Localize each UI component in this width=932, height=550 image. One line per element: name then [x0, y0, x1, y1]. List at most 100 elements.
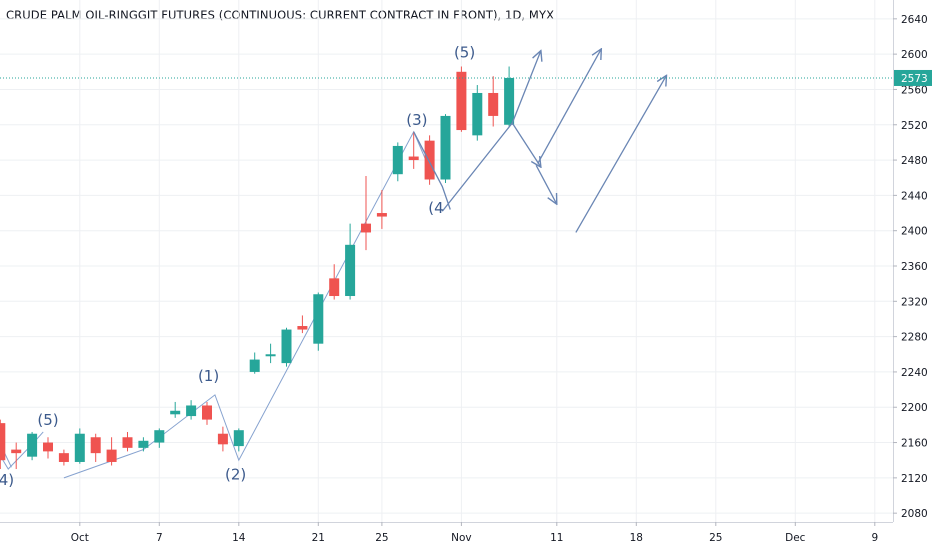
candle-down: [11, 442, 22, 470]
projection-arrow: [441, 51, 541, 212]
candle-body: [233, 430, 244, 447]
candle-up: [345, 223, 356, 300]
candle-body: [297, 326, 308, 330]
candle-body: [154, 430, 165, 443]
candle-body: [106, 449, 117, 462]
time-tick-label: 7: [156, 532, 163, 544]
candle-body: [361, 223, 371, 233]
projection-arrow: [511, 122, 541, 167]
wave-line: [0, 431, 44, 470]
price-axis[interactable]: 2080 2120 2160 2200 2240 2280 2320 2360 2400 2440…: [893, 0, 932, 522]
candle-down: [329, 264, 340, 300]
time-tick-label: 25: [375, 532, 388, 544]
time-tick-label: 25: [709, 532, 722, 544]
candle-body: [313, 294, 324, 344]
candle-body: [0, 423, 6, 461]
candle-up: [138, 437, 149, 452]
time-tick-label: 11: [550, 532, 563, 544]
wave-label: (5): [454, 44, 475, 62]
price-tick-label: 2560: [901, 84, 928, 96]
candle-down: [202, 401, 212, 425]
wave-label: (4: [428, 199, 443, 217]
projection-arrow: [413, 131, 451, 210]
candle-body: [408, 156, 419, 161]
candle-up: [74, 428, 85, 464]
candle-down: [456, 66, 467, 132]
candle-down: [376, 190, 387, 229]
candle-up: [170, 401, 181, 418]
price-tick-label: 2120: [901, 473, 928, 485]
time-tick-label: 21: [312, 532, 325, 544]
time-tick-label: Nov: [451, 532, 472, 544]
projection-arrows: [413, 49, 667, 233]
price-tick-label: 2400: [901, 226, 928, 238]
candle-up: [27, 431, 38, 461]
candle-down: [0, 419, 6, 470]
candle-body: [90, 437, 101, 454]
candle-up: [281, 327, 292, 367]
candles: [0, 66, 515, 470]
candle-body: [440, 115, 451, 180]
price-tick-label: 2240: [901, 367, 928, 379]
projection-arrow: [575, 75, 667, 233]
candle-down: [408, 131, 419, 169]
candle-up: [154, 428, 165, 448]
elliott-wave-lines: [0, 130, 431, 479]
candle-down: [361, 175, 371, 251]
candle-body: [122, 437, 133, 448]
price-tick-label: 2200: [901, 402, 928, 414]
candle-up: [440, 114, 451, 184]
time-tick-label: 18: [630, 532, 643, 544]
time-tick-label: Dec: [785, 532, 806, 544]
candle-body: [138, 440, 149, 448]
wave-label: (4): [0, 471, 14, 489]
candle-up: [249, 352, 260, 374]
candle-body: [456, 71, 467, 131]
candle-down: [122, 431, 133, 452]
candle-body: [11, 449, 22, 454]
wave-label: (5): [37, 411, 58, 429]
wave-label: (2): [225, 466, 246, 484]
price-tick-label: 2440: [901, 190, 928, 202]
candle-down: [424, 135, 435, 185]
candle-body: [217, 433, 228, 445]
time-tick-label: 9: [871, 532, 878, 544]
candle-body: [281, 329, 292, 364]
price-tick-label: 2520: [901, 120, 928, 132]
candle-body: [504, 77, 515, 125]
wave-line: [63, 130, 431, 479]
price-tick-label: 2160: [901, 438, 928, 450]
candle-body: [186, 405, 197, 417]
time-axis[interactable]: 23Oct7142125Nov111825Dec9: [0, 522, 893, 544]
candle-up: [186, 400, 197, 420]
last-price-label: 2573: [901, 73, 928, 85]
candle-body: [170, 410, 181, 415]
candle-body: [202, 405, 212, 420]
price-tick-label: 2600: [901, 49, 928, 61]
time-tick-label: 14: [232, 532, 246, 544]
candle-body: [488, 92, 499, 116]
wave-label: (1): [198, 367, 219, 385]
candle-body: [329, 278, 340, 297]
candle-up: [504, 66, 515, 127]
candle-up: [392, 142, 403, 182]
candle-up: [233, 428, 244, 452]
candle-body: [265, 354, 276, 357]
projection-arrow: [535, 165, 557, 204]
price-tick-label: 2280: [901, 332, 928, 344]
time-tick-label: Oct: [71, 532, 89, 544]
wave-labels: (5) (4) (1) (2) (3) (4 (5): [0, 44, 475, 489]
candle-body: [424, 140, 435, 180]
candle-down: [217, 426, 228, 452]
candle-body: [345, 244, 356, 297]
price-tick-label: 2320: [901, 296, 928, 308]
candle-up: [472, 85, 483, 141]
candle-down: [58, 449, 69, 466]
candle-body: [392, 145, 403, 175]
candle-body: [58, 453, 69, 462]
candle-body: [472, 92, 483, 136]
candle-up: [313, 292, 324, 351]
price-tick-label: 2480: [901, 155, 928, 167]
candle-down: [488, 76, 499, 127]
